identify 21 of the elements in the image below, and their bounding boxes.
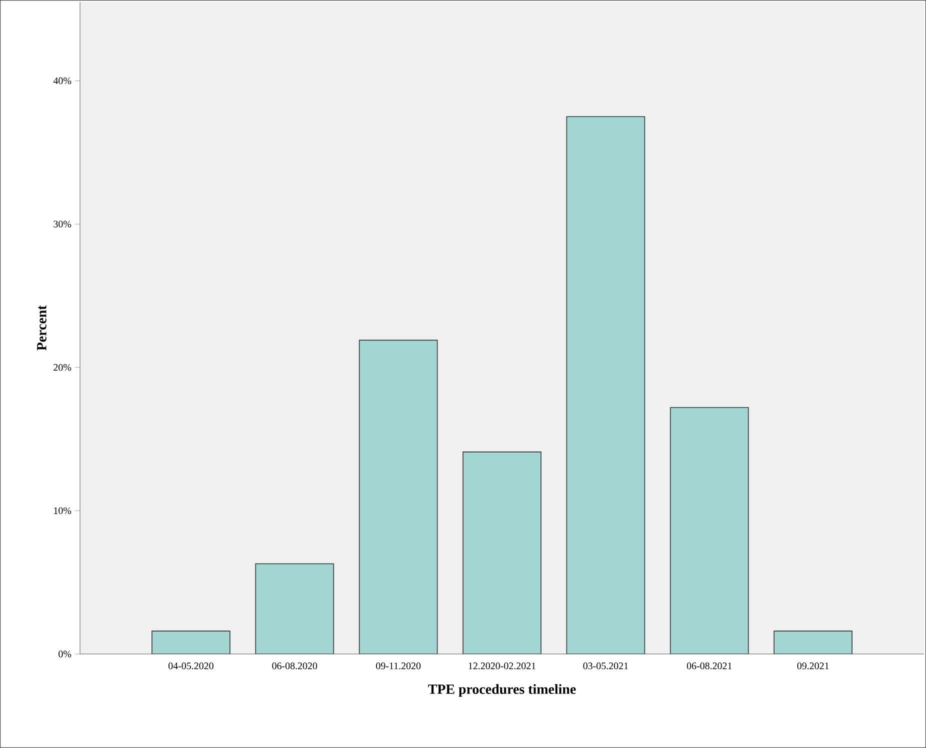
x-tick-label: 04-05.2020: [168, 662, 214, 670]
x-tick-label: 09-11.2020: [376, 662, 421, 670]
bar: [152, 630, 230, 654]
bar: [462, 452, 542, 654]
x-tick-label: 06-08.2021: [686, 662, 732, 670]
y-tick-label: 20%: [54, 364, 72, 371]
bar: [358, 340, 438, 654]
bar: [774, 630, 852, 654]
y-tick-label: 40%: [53, 77, 72, 84]
x-axis-title: TPE procedures timeline: [428, 684, 576, 697]
bar: [255, 563, 334, 654]
bar: [566, 116, 646, 654]
x-tick-label: 03-05.2021: [583, 662, 628, 670]
y-axis-title: Percent: [37, 305, 46, 350]
x-tick-label: 12.2020-02.2021: [468, 662, 536, 670]
x-tick-label: 06-08.2020: [272, 662, 318, 670]
bar: [670, 407, 749, 654]
y-tick-label: 30%: [54, 220, 72, 228]
x-tick-label: 09.2021: [797, 662, 829, 670]
y-tick-label: 0%: [58, 650, 72, 658]
y-tick-label: 10%: [54, 507, 72, 514]
